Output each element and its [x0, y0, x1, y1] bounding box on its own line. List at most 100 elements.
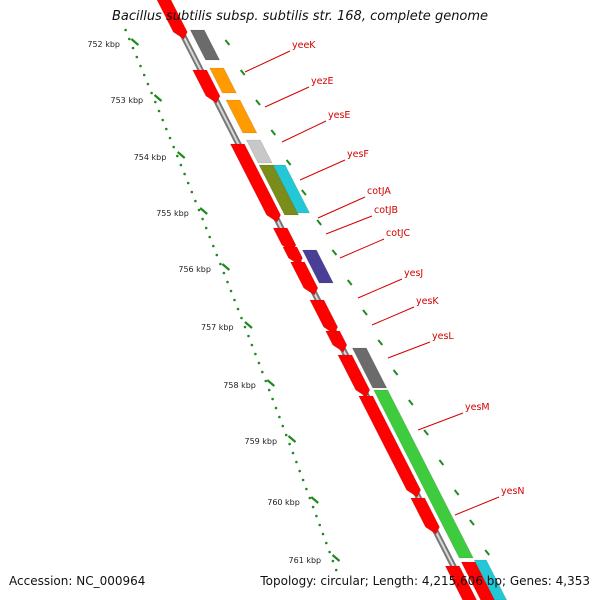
ruler-dot [257, 361, 261, 365]
gene-leader-line [339, 238, 385, 259]
ruler-dot [154, 100, 157, 104]
outer-tick [255, 99, 261, 106]
feature-highlight [272, 164, 311, 214]
gene-label: cotJB [374, 205, 398, 216]
ruler-dot [229, 289, 233, 293]
ruler-dot [267, 388, 271, 392]
ruler-kbp-label: 761 kbp [289, 556, 322, 565]
cds-feature [444, 565, 477, 600]
ruler-dot [281, 424, 285, 428]
ruler-dot [222, 271, 226, 275]
ruler-major-tick [287, 435, 297, 443]
cds-feature [410, 497, 440, 535]
ruler-dot [243, 325, 247, 329]
ruler-dot [298, 469, 302, 473]
ruler-dot [274, 406, 278, 410]
ruler-dot [301, 478, 305, 482]
accession-text: Accession: NC_000964 [9, 574, 146, 588]
gene-feature [245, 139, 273, 164]
ruler-major-tick [244, 321, 253, 329]
ruler-dot [142, 73, 146, 77]
gene-feature [351, 347, 388, 389]
ruler-dot [135, 55, 139, 59]
ruler-dot [311, 505, 315, 509]
ruler-dot [197, 208, 201, 212]
ruler-kbp-label: 753 kbp [111, 96, 144, 105]
gene-feature [460, 561, 495, 600]
ruler-dot [334, 568, 338, 572]
ruler-dot [315, 514, 318, 518]
kbp-ruler: 752 kbp 753 kbp 754 kbp 755 kbp 756 kbp 757 k… [87, 28, 341, 572]
ruler-major-tick [153, 94, 163, 102]
gene-label: yesE [328, 110, 350, 121]
ruler-major-tick [221, 263, 231, 271]
ruler-dot [208, 235, 211, 239]
ruler-dot [183, 172, 186, 176]
ruler-kbp-label: 759 kbp [244, 437, 277, 446]
outer-tick [239, 69, 246, 76]
gene-leader-line [299, 159, 346, 181]
gene-feature [373, 389, 474, 559]
cds-feature [325, 330, 348, 353]
gene-label: yesM [465, 402, 490, 413]
ruler-dot [172, 145, 175, 149]
outer-tick [224, 39, 231, 46]
ruler-dot [150, 91, 153, 95]
ruler-dot [236, 307, 240, 311]
ruler-dot [271, 397, 274, 401]
ruler-dot [278, 415, 281, 419]
gene-leader-line [454, 496, 500, 516]
outer-tick [285, 159, 292, 166]
map-title: Bacillus subtilis subsp. subtilis str. 1… [111, 9, 489, 24]
ruler-dot [157, 109, 161, 113]
ruler-kbp-label: 757 kbp [201, 323, 234, 332]
genome-summary-text: Topology: circular; Length: 4,215,606 bp… [260, 574, 590, 588]
ruler-major-tick [331, 554, 341, 562]
ruler-kbp-label: 754 kbp [134, 153, 167, 162]
gene-leader-line [325, 215, 373, 235]
ruler-dot [288, 442, 291, 446]
ruler-dot [325, 541, 328, 545]
gene-labels: yeeK yezE yesE yesF cotJA cotJB cotJC yesJ yesK y… [244, 40, 525, 516]
ruler-dot [190, 190, 194, 194]
gene-leader-line [387, 341, 431, 359]
gene-label: yesN [501, 486, 525, 497]
ruler-dot [240, 316, 243, 320]
outer-tick [301, 189, 307, 196]
ruler-dot [212, 244, 215, 248]
cds-feature [309, 299, 338, 335]
ruler-kbp-label: 756 kbp [178, 265, 211, 274]
cds-feature [229, 143, 281, 223]
ruler-dot [219, 262, 222, 266]
ruler-dot [179, 163, 183, 167]
outer-tick [316, 219, 322, 226]
gene-label: cotJC [386, 228, 411, 239]
gene-feature [225, 99, 258, 134]
cds-feature [358, 395, 421, 498]
cds-feature [337, 354, 371, 398]
ruler-dot [254, 352, 257, 356]
gene-leader-line [264, 86, 310, 108]
cds-feature [282, 246, 303, 266]
outer-tick [331, 249, 338, 256]
gene-leader-line [357, 278, 403, 299]
ruler-dot [124, 28, 127, 32]
ruler-dot [176, 154, 179, 158]
ruler-major-tick [266, 379, 276, 387]
ruler-dot [131, 46, 135, 50]
outer-tick [362, 309, 368, 316]
ruler-dot [146, 82, 150, 86]
ruler-kbp-label: 758 kbp [223, 381, 256, 390]
ruler-dot [284, 433, 288, 437]
ruler-dot [261, 370, 264, 374]
gene-leader-line [417, 412, 464, 431]
ruler-major-tick [130, 38, 140, 46]
feature-tracks [156, 0, 507, 600]
cds-feature [192, 69, 221, 104]
ruler-dot [215, 253, 219, 257]
ruler-dot [305, 487, 308, 491]
ruler-dot [204, 226, 208, 230]
gene-feature [301, 249, 334, 284]
outer-tick [270, 129, 277, 136]
